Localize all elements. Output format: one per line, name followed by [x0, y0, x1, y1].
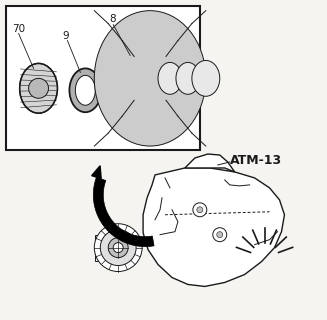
- Circle shape: [193, 203, 207, 217]
- Text: 70: 70: [12, 24, 25, 34]
- Text: 8: 8: [109, 14, 115, 24]
- Bar: [6, 6, 200, 150]
- Ellipse shape: [69, 68, 101, 112]
- Polygon shape: [93, 177, 154, 247]
- Polygon shape: [92, 166, 101, 179]
- Ellipse shape: [94, 11, 206, 146]
- Ellipse shape: [76, 76, 95, 105]
- Ellipse shape: [158, 62, 182, 94]
- Circle shape: [113, 243, 123, 252]
- Circle shape: [28, 78, 48, 98]
- Ellipse shape: [108, 24, 192, 133]
- Bar: [95, 235, 137, 260]
- Polygon shape: [185, 154, 235, 172]
- Circle shape: [100, 230, 136, 266]
- Ellipse shape: [122, 41, 178, 116]
- Circle shape: [213, 228, 227, 242]
- Circle shape: [94, 224, 142, 271]
- Circle shape: [197, 207, 203, 213]
- Ellipse shape: [20, 63, 58, 113]
- Circle shape: [108, 238, 128, 258]
- Ellipse shape: [134, 56, 166, 100]
- Ellipse shape: [176, 62, 200, 94]
- Text: ATM-13: ATM-13: [230, 154, 282, 166]
- Ellipse shape: [192, 60, 220, 96]
- Circle shape: [217, 232, 223, 238]
- Polygon shape: [143, 168, 284, 286]
- Text: 9: 9: [62, 30, 69, 41]
